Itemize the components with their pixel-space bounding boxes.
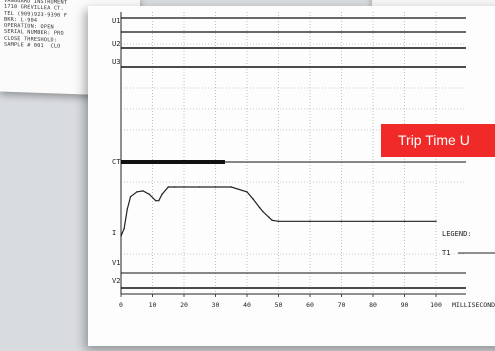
i-series-point [262, 210, 264, 213]
x-tick-label: 60 [306, 301, 314, 309]
row-label-v2: V2 [112, 277, 120, 285]
i-series-point [403, 220, 406, 222]
i-series-point [230, 186, 232, 188]
i-series-point [154, 200, 157, 202]
i-series-point [129, 196, 132, 198]
trip-time-chart-paper: U1 U2 U3 CT I V1 V2 0 10 20 30 40 50 60 70 80 90 100 MILLI… [88, 6, 495, 346]
row-label-u2: U2 [112, 40, 120, 48]
i-series-point [158, 200, 160, 202]
i-series-point [142, 190, 144, 192]
i-series-point [123, 227, 125, 230]
i-series-line [120, 186, 436, 237]
i-series-point [161, 193, 163, 196]
i-series-point [126, 208, 128, 210]
chart-frame [120, 12, 466, 297]
i-series-point [309, 220, 311, 222]
x-tick-label: 90 [401, 301, 409, 309]
x-tick-label: 0 [119, 301, 123, 309]
x-tick-label: 40 [243, 301, 251, 309]
x-tick-label: 70 [338, 301, 346, 309]
row-label-i: I [112, 229, 116, 237]
i-series-point [372, 220, 374, 222]
x-tick-label: 50 [275, 301, 283, 309]
i-series-point [246, 191, 248, 193]
chart-labels: U1 U2 U3 CT I V1 V2 0 10 20 30 40 50 60 70 80 90 100 MILLI… [112, 17, 495, 309]
i-series-point [258, 206, 261, 209]
x-tick-label: 100 [430, 301, 442, 309]
row-label-u1: U1 [112, 17, 120, 25]
i-series-point [183, 186, 185, 188]
x-axis-unit-label: MILLISECOND [452, 301, 495, 309]
legend-title: LEGEND: [442, 230, 472, 238]
i-series-point [136, 191, 138, 193]
x-tick-label: 10 [149, 301, 157, 309]
x-tick-label: 80 [369, 301, 377, 309]
i-series-point [167, 186, 169, 188]
trip-time-chart: U1 U2 U3 CT I V1 V2 0 10 20 30 40 50 60 70 80 90 100 MILLI… [112, 12, 495, 309]
i-series-point [268, 216, 270, 219]
i-series-point [435, 220, 437, 222]
row-label-ct: CT [112, 158, 121, 166]
i-series-point [173, 186, 176, 188]
i-series-point [199, 186, 201, 188]
row-label-u3: U3 [112, 58, 120, 66]
x-tick-label: 30 [212, 301, 220, 309]
i-series-point [271, 219, 273, 222]
chart-marks [120, 160, 495, 254]
i-series-point [148, 193, 151, 196]
trip-time-overlay-label[interactable]: Trip Time U [381, 124, 495, 157]
i-series-point [214, 186, 217, 188]
x-tick-label: 20 [180, 301, 188, 309]
i-series-point [340, 220, 343, 222]
row-label-v1: V1 [112, 259, 120, 267]
i-series-point [277, 220, 280, 222]
legend-item-t1: T1 [442, 249, 450, 257]
i-series-point [252, 198, 254, 200]
i-series-point [120, 235, 122, 237]
